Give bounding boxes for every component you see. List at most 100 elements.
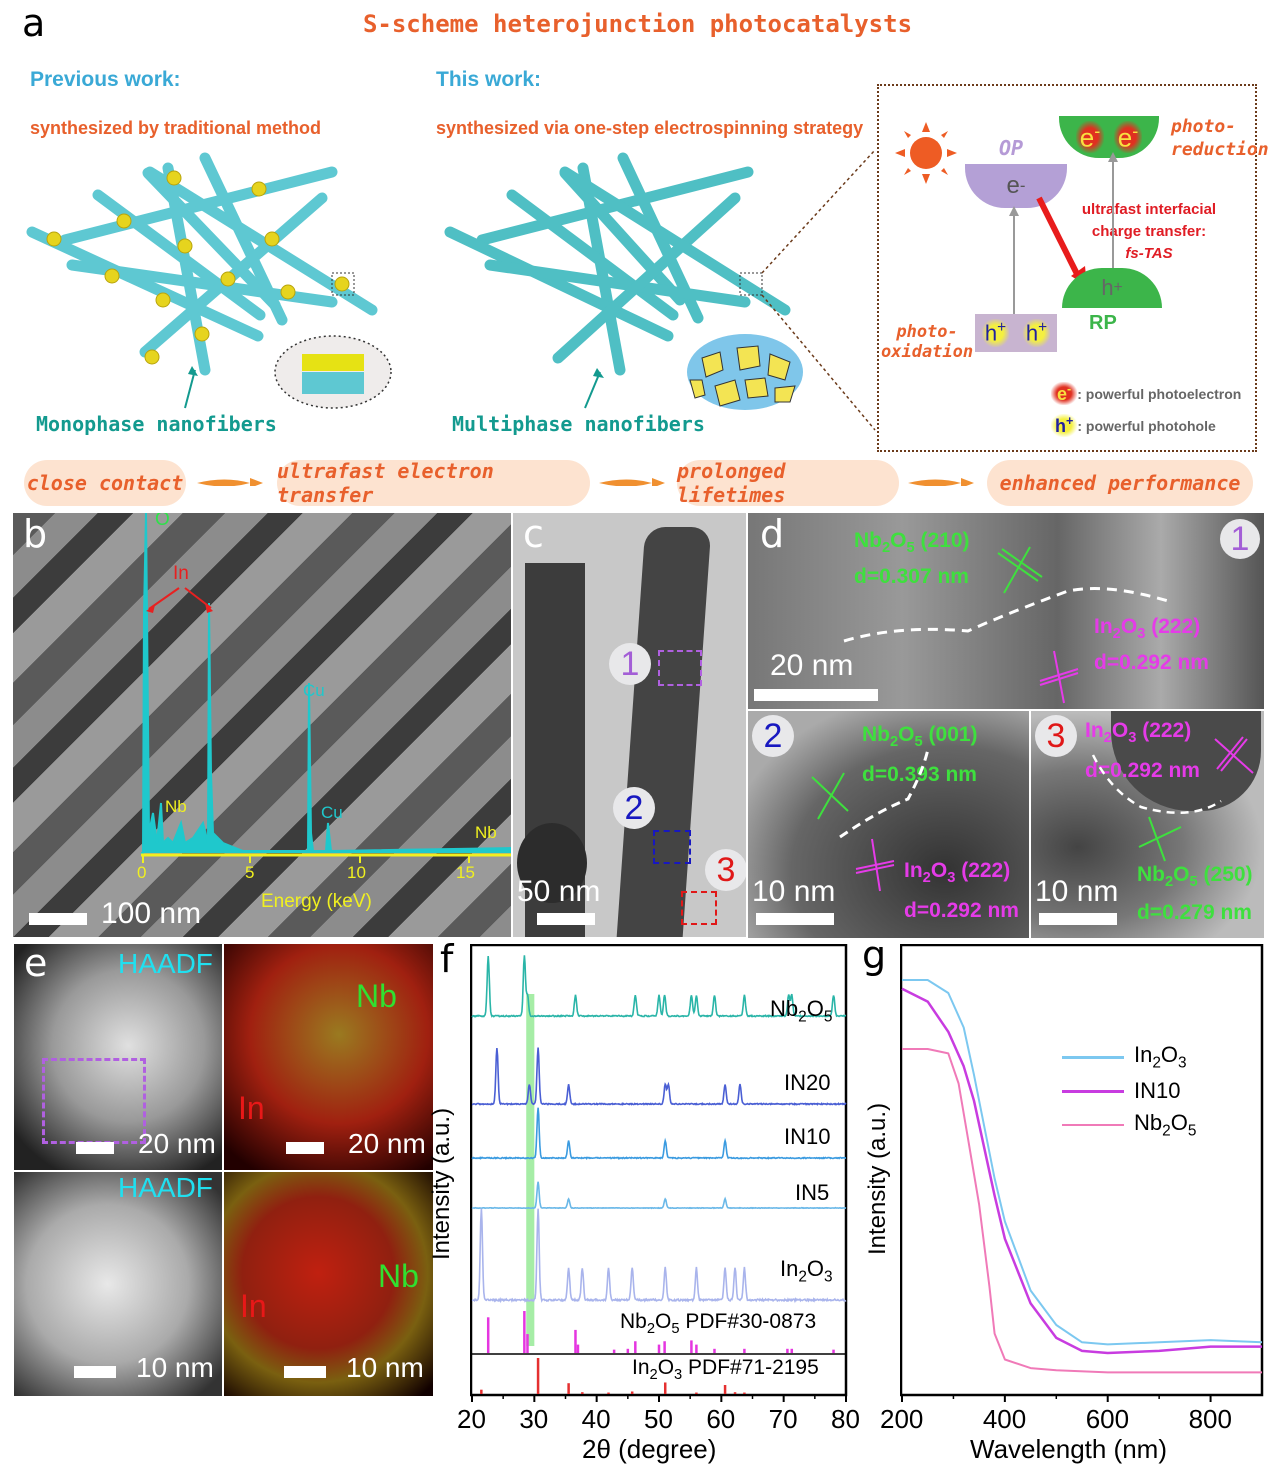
flow-step-4: enhanced performance: [987, 460, 1253, 506]
panel-e-eds-map-10nm: Nb In 10 nm: [224, 1172, 433, 1396]
eds-peak-in: In: [173, 563, 189, 585]
eds-tick: 15: [456, 863, 475, 883]
panel-label-g: g: [862, 936, 886, 974]
eds-tick: 0: [137, 863, 146, 883]
scale-bar: [286, 1142, 324, 1154]
in-map-label: In: [238, 1090, 265, 1127]
eds-peak-o: O: [155, 513, 170, 531]
scale-bar: [76, 1142, 114, 1154]
eds-spectrum: [13, 513, 511, 937]
panel-d2-hrtem-image: 2 Nb2O5 (001) d=0.393 nm In2O3 (222) d=0…: [748, 711, 1029, 938]
op-valence-band: h+ h+: [975, 314, 1057, 352]
photo-oxidation-label: photo- oxidation: [881, 322, 973, 363]
scale-bar-label: 10 nm: [346, 1352, 424, 1384]
xrd-tick-label: 40: [582, 1404, 611, 1435]
panel-d3-hrtem-image: 3 In2O3 (222) d=0.292 nm Nb2O5 (250) d=0…: [1031, 711, 1264, 938]
scale-bar-label: 10 nm: [136, 1352, 214, 1384]
uvvis-xlabel: Wavelength (nm): [970, 1434, 1167, 1465]
monophase-nanofiber-illustration: [20, 140, 440, 440]
multiphase-label: Multiphase nanofibers: [452, 412, 705, 436]
flow-step-3: prolonged lifetimes: [677, 460, 899, 506]
nb-map-label: Nb: [378, 1258, 419, 1295]
zoom-region-box: [42, 1058, 146, 1144]
scale-bar: [537, 913, 595, 925]
this-work-heading: This work:: [436, 68, 541, 92]
xrd-tick-label: 60: [706, 1404, 735, 1435]
scale-bar-label: 100 nm: [101, 897, 201, 931]
scale-bar-label: 10 nm: [752, 875, 835, 909]
region-marker-1: 1: [609, 643, 651, 685]
eds-peak-nb: Nb: [475, 823, 497, 843]
xrd-series-label-in5: IN5: [795, 1180, 829, 1206]
xrd-series-label-in2o3: In2O3: [780, 1256, 833, 1286]
panel-e-haadf-20nm: e HAADF 20 nm: [14, 944, 222, 1170]
eds-peak-cu: Cu: [321, 803, 343, 823]
xrd-series-label-in10: IN10: [784, 1124, 830, 1150]
in-map-label: In: [240, 1288, 267, 1325]
scale-bar: [1039, 913, 1117, 925]
panel-d1-hrtem-image: d 1 Nb2O5 (210) d=0.307 nm In2O3 (222) d…: [748, 513, 1264, 709]
panel-c-tem-image: c 1 2 3 50 nm: [513, 513, 746, 937]
xrd-ref-in2o3-label: In2O3 PDF#71-2195: [632, 1356, 819, 1383]
scale-bar-label: 20 nm: [138, 1128, 216, 1160]
uvvis-ylabel: Intensity (a.u.): [864, 1103, 892, 1255]
xrd-tick-label: 30: [519, 1404, 548, 1435]
nanofiber-right: [617, 527, 712, 937]
eds-xlabel: Energy (keV): [261, 891, 372, 913]
scale-bar-label: 10 nm: [1035, 875, 1118, 909]
uvvis-tick-label: 800: [1189, 1404, 1232, 1435]
eds-peak-nb: Nb: [165, 797, 187, 817]
figure-title: S-scheme heterojunction photocatalysts: [0, 10, 1275, 38]
flow-arrow-icon: [597, 476, 667, 486]
uvvis-plot-area: [900, 944, 1266, 1404]
xrd-tick-label: 70: [769, 1404, 798, 1435]
monophase-label: Monophase nanofibers: [36, 412, 277, 436]
legend-hole: h+: powerful photohole: [1051, 414, 1216, 437]
legend-item-in10: IN10: [1062, 1074, 1232, 1108]
multiphase-nanofiber-illustration: [440, 140, 880, 440]
flow-arrow-icon: [195, 476, 265, 486]
legend-item-nb2o5: Nb2O5: [1062, 1108, 1232, 1142]
eds-peak-cu: Cu: [303, 681, 325, 701]
panel-label-c: c: [523, 515, 544, 553]
region-marker-3: 3: [705, 849, 746, 891]
photo-reduction-label: photo- reduction: [1171, 116, 1269, 161]
xrd-tick-label: 80: [831, 1404, 860, 1435]
region-marker-2: 2: [613, 787, 655, 829]
haadf-label: HAADF: [118, 1172, 213, 1204]
xrd-ref-nb2o5-label: Nb2O5 PDF#30-0873: [620, 1310, 816, 1337]
flow-step-2: ultrafast electron transfer: [277, 460, 590, 506]
scale-bar-label: 20 nm: [770, 649, 853, 683]
xrd-tick-label: 50: [644, 1404, 673, 1435]
previous-work-subheading: synthesized by traditional method: [30, 118, 321, 139]
uvvis-tick-label: 200: [880, 1404, 923, 1435]
flow-arrow-icon: [906, 476, 976, 486]
region-box-2: [653, 830, 691, 864]
uvvis-tick-label: 600: [1086, 1404, 1129, 1435]
flow-step-1: close contact: [24, 460, 186, 506]
panel-e-haadf-10nm: HAADF 10 nm: [14, 1172, 222, 1396]
panel-e-eds-map-20nm: Nb In 20 nm: [224, 944, 433, 1170]
eds-tick: 10: [347, 863, 366, 883]
xrd-ylabel: Intensity (a.u.): [428, 1108, 456, 1260]
scale-bar: [74, 1366, 116, 1378]
scale-bar-label: 50 nm: [517, 875, 600, 909]
scale-bar-label: 20 nm: [348, 1128, 426, 1160]
panel-label-e: e: [24, 944, 47, 982]
scale-bar: [756, 913, 834, 925]
rp-label: RP: [1089, 312, 1117, 335]
legend-item-in2o3: In2O3: [1062, 1040, 1232, 1074]
s-scheme-mechanism-box: OP e- e- e- photo- reduction ultrafast i…: [877, 84, 1257, 452]
this-work-subheading: synthesized via one-step electrospinning…: [436, 118, 863, 139]
haadf-label: HAADF: [118, 948, 213, 980]
scale-bar: [284, 1366, 326, 1378]
scale-bar: [29, 913, 87, 925]
panel-b-sem-image: b O In Nb Cu Cu Nb 0 5 10 15 Energy (keV…: [13, 513, 511, 937]
nb-map-label: Nb: [356, 978, 397, 1015]
previous-work-heading: Previous work:: [30, 68, 181, 92]
region-box-3: [681, 891, 717, 925]
legend-electron: e-: powerful photoelectron: [1051, 382, 1241, 405]
xrd-xlabel: 2θ (degree): [582, 1434, 716, 1465]
uvvis-legend: In2O3 IN10 Nb2O5: [1062, 1040, 1232, 1142]
xrd-series-label-nb2o5: Nb2O5: [770, 996, 832, 1026]
